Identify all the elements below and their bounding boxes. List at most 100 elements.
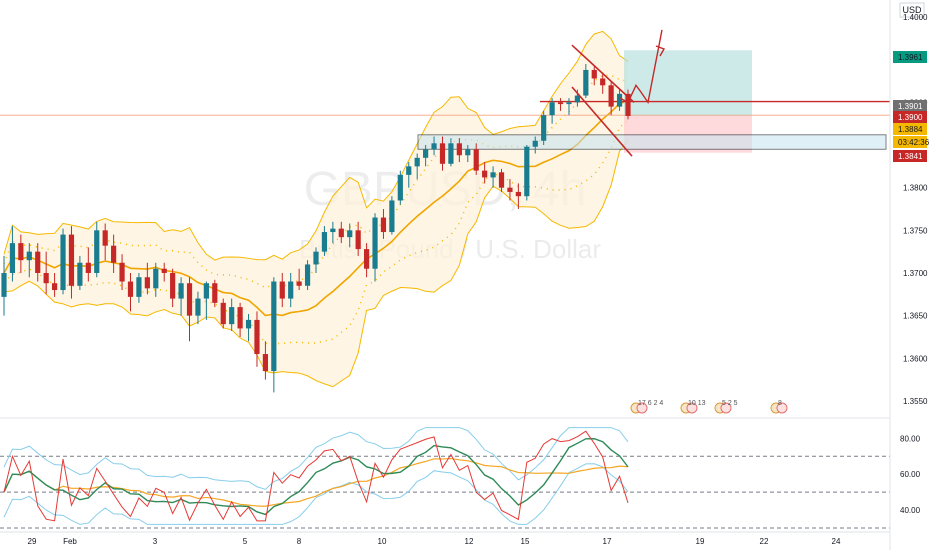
candle-body — [372, 217, 378, 269]
basis-line — [3, 100, 629, 317]
candle-body — [625, 93, 631, 117]
price-tag-label: 1.3961 — [898, 53, 923, 62]
candle-body — [288, 281, 294, 299]
time-tick-label: 10 — [378, 537, 387, 546]
price-tick-label: 1.3650 — [903, 312, 928, 321]
price-scale[interactable]: 1.40001.39501.39001.38501.38001.37501.37… — [900, 13, 928, 515]
event-flag-icon — [720, 402, 732, 414]
rsi-slow-ma — [3, 457, 629, 507]
candle-body — [490, 172, 496, 178]
candle-body — [229, 307, 235, 325]
band-fill — [4, 31, 628, 387]
price-tag-box — [893, 123, 927, 135]
candle-body — [482, 170, 488, 178]
candle-body — [355, 230, 361, 250]
price-tag-label: 1.3900 — [898, 113, 923, 122]
candle-body — [153, 268, 159, 289]
candle-body — [363, 249, 370, 269]
projection-arrowhead — [655, 45, 666, 57]
price-tag-box — [893, 136, 927, 148]
candle-body — [304, 264, 311, 286]
candle-body — [456, 143, 462, 156]
event-markers[interactable]: 17 6 2 4 10 13 5 2 5 8 — [630, 400, 788, 414]
event-flag-icon — [776, 402, 788, 414]
lower-band — [3, 139, 629, 388]
price-tag-label: 03:42:36 — [898, 138, 930, 147]
candle-body — [566, 102, 572, 105]
candle-body — [321, 232, 328, 252]
candle-body — [220, 302, 226, 325]
candle-body — [119, 262, 125, 282]
event-marker-count: 5 2 5 — [722, 400, 738, 407]
candle-body — [178, 283, 184, 299]
time-tick-label: Feb — [63, 537, 77, 546]
candle-body — [338, 228, 344, 238]
candle-body — [212, 283, 218, 303]
candles — [1, 63, 631, 393]
rsi-upper-band — [3, 427, 629, 490]
projection-path — [619, 29, 663, 105]
candle-body — [51, 283, 58, 291]
candle-body — [600, 78, 606, 86]
price-tick-label: 1.4000 — [903, 13, 928, 22]
price-tick-label: 1.3600 — [903, 354, 928, 363]
candle-body — [296, 281, 302, 286]
candle-body — [127, 281, 134, 297]
event-marker-count: 8 — [778, 400, 782, 407]
candle-body — [262, 354, 269, 372]
candle-body — [541, 115, 547, 141]
candle-body — [583, 69, 589, 96]
time-tick-label: 15 — [521, 537, 530, 546]
price-tags: 1.3961 1.3901 1.3900 1.3884 03:42:36 1.3841 — [893, 51, 930, 162]
time-tick-label: 29 — [28, 537, 37, 546]
trend-drawings[interactable] — [571, 29, 666, 157]
price-tag-box — [893, 100, 927, 112]
channel-lower-line — [571, 86, 633, 157]
candle-body — [330, 228, 336, 233]
channel-upper-line — [571, 44, 635, 103]
candle-body — [557, 102, 564, 105]
candle-body — [68, 234, 75, 286]
candle-body — [431, 143, 437, 150]
candle-body — [102, 230, 108, 246]
candle-body — [439, 143, 446, 164]
time-tick-label: 3 — [153, 537, 158, 546]
candle-body — [397, 174, 403, 201]
candle-body — [380, 217, 387, 233]
rsi-tick-label: 40.00 — [900, 506, 921, 515]
rsi-tick-label: 80.00 — [900, 434, 921, 443]
currency-label: USD — [902, 5, 922, 15]
candle-body — [532, 140, 538, 147]
rsi-fast-ma — [3, 437, 629, 516]
position-zones[interactable] — [0, 50, 890, 153]
candle-body — [389, 200, 395, 233]
event-marker-count: 17 6 2 4 — [638, 400, 663, 407]
candle-body — [414, 157, 420, 167]
event-flag-icon — [686, 402, 698, 414]
candle-body — [271, 281, 277, 372]
time-tick-label: 17 — [603, 537, 612, 546]
rsi-tick-label: 60.00 — [900, 470, 921, 479]
time-axis[interactable]: 29 Feb 3 5 8 10 12 15 17 19 22 24 — [28, 537, 841, 546]
candle-body — [465, 149, 471, 156]
candle-body — [423, 149, 429, 158]
price-tick-label: 1.3750 — [903, 226, 928, 235]
candle-body — [524, 146, 530, 197]
time-tick-label: 12 — [465, 537, 474, 546]
candle-body — [18, 243, 24, 261]
target-zone — [624, 50, 752, 117]
candle-body — [144, 277, 150, 289]
candle-body — [448, 143, 454, 164]
rsi-lower-band — [3, 463, 629, 525]
rsi-pane — [0, 427, 890, 529]
event-flag-icon — [636, 402, 648, 414]
price-tick-label: 1.3550 — [903, 397, 928, 406]
candle-body — [43, 272, 49, 284]
price-tick-label: 1.3800 — [903, 184, 928, 193]
candle-body — [406, 166, 412, 175]
price-tag-box — [893, 111, 927, 123]
currency-box — [899, 2, 925, 18]
rsi-line — [3, 430, 629, 522]
price-tag-label: 1.3884 — [898, 125, 923, 134]
